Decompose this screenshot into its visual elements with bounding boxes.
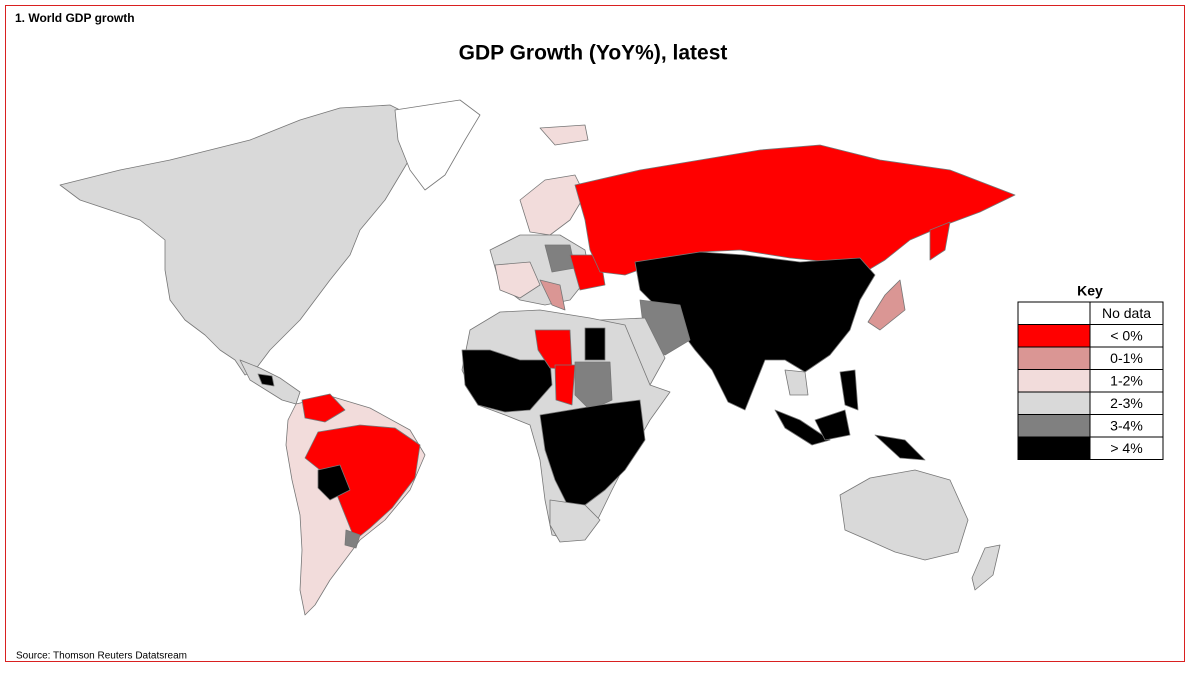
region <box>549 499 601 543</box>
region <box>839 469 969 561</box>
legend-swatch <box>1017 391 1091 415</box>
region <box>774 409 831 446</box>
region <box>519 174 586 236</box>
legend-swatch <box>1017 346 1091 370</box>
map-title: GDP Growth (YoY%), latest <box>459 42 728 65</box>
legend-label: 0-1% <box>1110 350 1143 366</box>
legend-swatch <box>1017 436 1091 460</box>
legend-label: 1-2% <box>1110 372 1143 388</box>
region <box>394 99 481 191</box>
region <box>554 364 576 406</box>
region <box>584 327 606 361</box>
legend-swatch <box>1017 414 1091 438</box>
legend-title: Key <box>1077 283 1103 299</box>
region <box>344 529 361 549</box>
region <box>929 221 951 261</box>
legend: Key No data < 0% 0-1% 1-2% 2-3% 3-4% > 4% <box>1017 283 1164 460</box>
region <box>839 369 859 411</box>
header-label: 1. World GDP growth <box>15 11 135 25</box>
world-map <box>59 99 1016 616</box>
region <box>784 369 809 396</box>
region <box>494 261 541 299</box>
region <box>539 399 646 511</box>
legend-swatch <box>1017 301 1091 325</box>
region <box>874 434 926 461</box>
region <box>461 349 553 413</box>
legend-label: 2-3% <box>1110 395 1143 411</box>
legend-label: > 4% <box>1110 440 1142 456</box>
legend-swatch <box>1017 369 1091 393</box>
region <box>539 124 589 146</box>
region <box>539 279 566 311</box>
legend-label: < 0% <box>1110 327 1142 343</box>
legend-swatch <box>1017 324 1091 348</box>
legend-label: No data <box>1102 305 1151 321</box>
legend-label: 3-4% <box>1110 417 1143 433</box>
region <box>59 104 421 376</box>
legend-cell <box>1089 436 1164 460</box>
region <box>301 393 346 423</box>
region <box>257 373 275 387</box>
region <box>317 464 351 501</box>
source-note: Source: Thomson Reuters Datatsream <box>16 651 187 662</box>
region <box>971 544 1001 591</box>
region <box>867 279 906 331</box>
region <box>574 144 1016 276</box>
region <box>814 409 851 441</box>
